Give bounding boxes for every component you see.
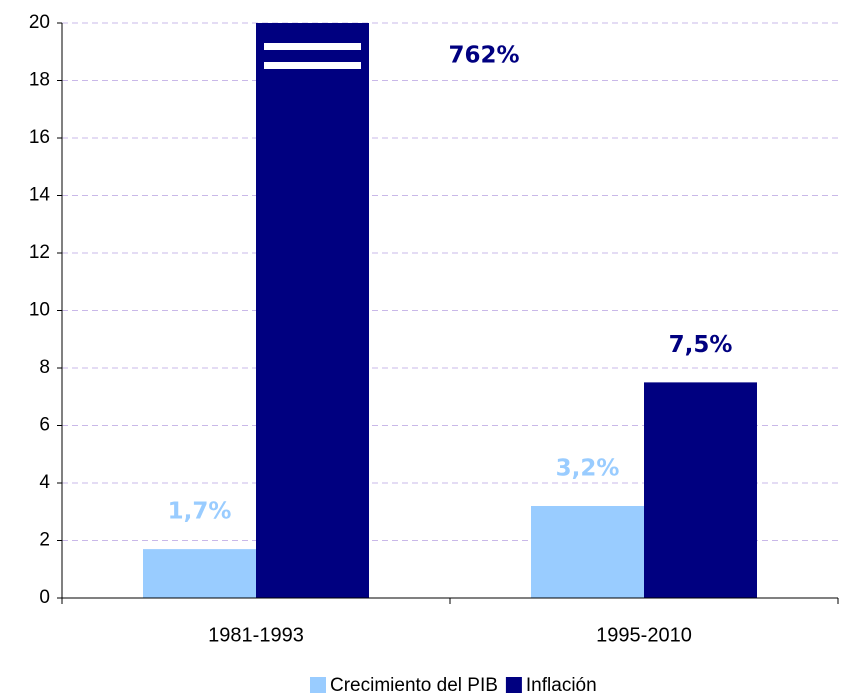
y-tick-label: 14 (29, 185, 51, 206)
data-label: 3,2% (556, 456, 620, 482)
y-tick-label: 4 (39, 472, 50, 493)
legend-label: Crecimiento del PIB (330, 675, 498, 695)
legend-label: Inflación (526, 675, 597, 695)
x-tick-label: 1981-1993 (208, 624, 304, 646)
axis-break (264, 43, 361, 50)
legend-swatch (310, 677, 326, 693)
bar (256, 23, 369, 598)
data-label: 1,7% (168, 499, 232, 525)
y-tick-label: 12 (29, 242, 50, 263)
data-label: 7,5% (669, 332, 733, 358)
bar (644, 382, 757, 598)
bar (143, 549, 256, 598)
y-tick-label: 0 (39, 587, 50, 608)
y-tick-label: 6 (39, 415, 50, 436)
y-tick-label: 18 (29, 70, 50, 91)
y-tick-label: 10 (29, 300, 50, 321)
legend-swatch (505, 677, 522, 693)
x-tick-label: 1995-2010 (596, 624, 692, 646)
axis-break (264, 62, 361, 69)
y-tick-label: 8 (39, 357, 50, 378)
y-tick-label: 2 (39, 530, 50, 551)
bar (531, 506, 644, 598)
data-label: 762% (448, 43, 519, 69)
y-tick-label: 20 (29, 12, 50, 33)
y-tick-label: 16 (29, 127, 50, 148)
